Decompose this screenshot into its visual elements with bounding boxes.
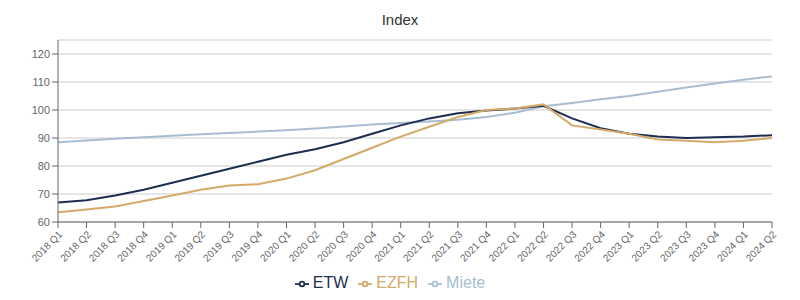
svg-text:2020 Q1: 2020 Q1 [258,228,293,264]
svg-text:2021 Q2: 2021 Q2 [400,228,436,264]
html-text:Index: Index [381,11,419,28]
svg-text:2019 Q2: 2019 Q2 [172,228,208,264]
svg-text:2023 Q4: 2023 Q4 [686,228,722,264]
svg-text:60: 60 [38,216,50,228]
svg-text:2022 Q3: 2022 Q3 [543,228,579,264]
svg-text:2022 Q4: 2022 Q4 [572,228,608,264]
svg-text:2022 Q1: 2022 Q1 [486,228,522,264]
svg-text:2018 Q3: 2018 Q3 [86,228,122,264]
svg-text:120: 120 [32,48,50,60]
svg-text:2018 Q2: 2018 Q2 [58,228,93,264]
svg-text:2019 Q3: 2019 Q3 [200,228,236,264]
svg-text:2020 Q2: 2020 Q2 [286,228,322,264]
svg-text:2023 Q1: 2023 Q1 [600,228,636,264]
svg-text:80: 80 [38,160,50,172]
html-text:Miete: Miete [446,274,486,291]
svg-text:2019 Q4: 2019 Q4 [229,228,265,264]
svg-text:2024 Q2: 2024 Q2 [744,228,779,263]
svg-text:2019 Q1: 2019 Q1 [143,228,179,264]
svg-text:110: 110 [32,76,50,88]
svg-text:2020 Q3: 2020 Q3 [315,228,350,264]
svg-text:2020 Q4: 2020 Q4 [343,228,379,264]
html-text:EZFH: EZFH [376,274,419,291]
svg-text:2023 Q2: 2023 Q2 [629,228,665,264]
html-text:ETW: ETW [312,274,349,291]
svg-text:70: 70 [38,188,50,200]
svg-text:2021 Q3: 2021 Q3 [429,228,465,264]
svg-text:2021 Q1: 2021 Q1 [372,228,408,264]
svg-text:2022 Q2: 2022 Q2 [515,228,550,264]
svg-text:90: 90 [38,132,50,144]
svg-text:2023 Q3: 2023 Q3 [657,228,693,264]
svg-text:2018 Q1: 2018 Q1 [29,228,65,264]
svg-text:2018 Q4: 2018 Q4 [115,228,151,264]
svg-text:100: 100 [32,104,50,116]
svg-text:2021 Q4: 2021 Q4 [457,228,493,264]
svg-text:2024 Q1: 2024 Q1 [715,228,750,264]
